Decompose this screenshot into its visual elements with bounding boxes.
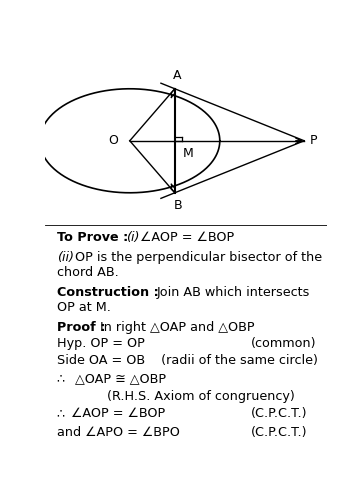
Text: (ii): (ii) [57, 250, 74, 263]
Text: OP is the perpendicular bisector of the: OP is the perpendicular bisector of the [75, 250, 322, 263]
Text: P: P [310, 134, 317, 147]
Text: (i): (i) [126, 231, 139, 244]
Text: Construction :: Construction : [57, 286, 158, 299]
Text: (C.P.C.T.): (C.P.C.T.) [251, 426, 307, 439]
Text: (C.P.C.T.): (C.P.C.T.) [251, 407, 307, 421]
Text: Proof :: Proof : [57, 321, 105, 334]
Text: M: M [183, 147, 194, 160]
Text: (common): (common) [251, 337, 316, 350]
Text: ∠AOP = ∠BOP: ∠AOP = ∠BOP [140, 231, 235, 244]
Text: To Prove :: To Prove : [57, 231, 128, 244]
Text: (R.H.S. Axiom of congruency): (R.H.S. Axiom of congruency) [107, 390, 295, 403]
Text: OP at M.: OP at M. [57, 301, 110, 314]
Text: O: O [109, 134, 118, 147]
Text: B: B [173, 199, 182, 212]
Text: ∴: ∴ [57, 372, 65, 385]
Text: ∴: ∴ [57, 407, 65, 421]
Text: ∠AOP = ∠BOP: ∠AOP = ∠BOP [71, 407, 165, 421]
Text: and ∠APO = ∠BPO: and ∠APO = ∠BPO [57, 426, 179, 439]
Text: A: A [174, 69, 182, 82]
Text: △OAP ≅ △OBP: △OAP ≅ △OBP [75, 372, 166, 385]
Text: Join AB which intersects: Join AB which intersects [156, 286, 310, 299]
Text: Hyp. OP = OP: Hyp. OP = OP [57, 337, 144, 350]
Text: In right △OAP and △OBP: In right △OAP and △OBP [100, 321, 255, 334]
Text: chord AB.: chord AB. [57, 266, 118, 279]
Text: Side OA = OB    (radii of the same circle): Side OA = OB (radii of the same circle) [57, 354, 318, 367]
